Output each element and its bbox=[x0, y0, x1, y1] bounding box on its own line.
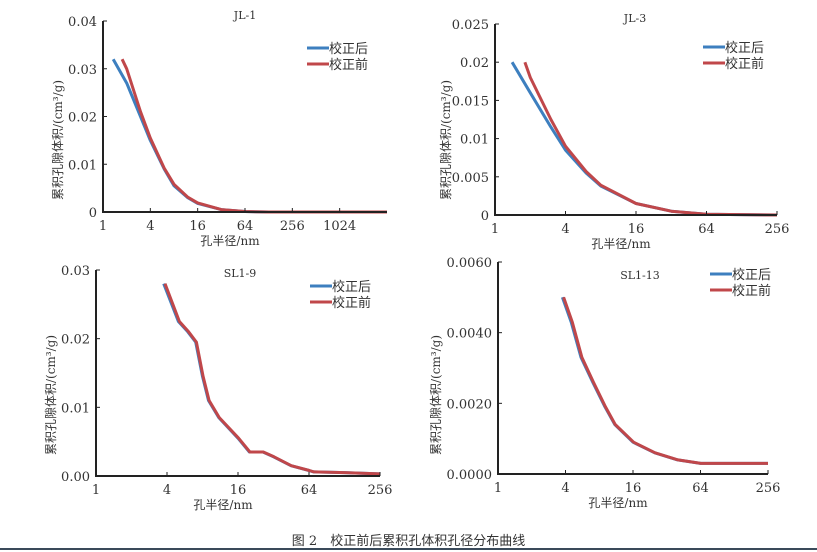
x-tick-label: 256 bbox=[280, 219, 305, 234]
x-tick-label: 16 bbox=[189, 219, 206, 234]
y-tick-label: 0.03 bbox=[68, 63, 97, 78]
y-tick-label: 0.0000 bbox=[447, 468, 493, 483]
chart-title: SL1-9 bbox=[224, 267, 257, 280]
y-tick-label: 0.0020 bbox=[447, 397, 493, 412]
y-tick-label: 0.04 bbox=[68, 15, 97, 30]
legend-label: 校正前 bbox=[725, 56, 764, 72]
x-axis-label: 孔半径/nm bbox=[588, 496, 648, 510]
y-axis-label: 累积孔隙体积/(cm³/g) bbox=[51, 80, 65, 200]
x-tick-label: 16 bbox=[628, 222, 645, 237]
y-tick-label: 0.015 bbox=[452, 94, 489, 109]
x-tick-label: 256 bbox=[765, 222, 790, 237]
y-axis-label: 累积孔隙体积/(cm³/g) bbox=[429, 335, 443, 455]
series-line-before bbox=[523, 61, 778, 217]
series-line-before bbox=[163, 283, 381, 476]
x-tick-label: 256 bbox=[368, 483, 393, 498]
legend-label: 校正前 bbox=[732, 283, 771, 299]
x-tick-label: 4 bbox=[146, 219, 154, 234]
y-tick-label: 0.00 bbox=[61, 470, 90, 485]
series-line-after bbox=[510, 61, 778, 217]
x-tick-label: 1 bbox=[491, 222, 499, 237]
x-tick-label: 64 bbox=[301, 483, 318, 498]
x-tick-label: 16 bbox=[230, 483, 247, 498]
series-line-after bbox=[111, 58, 387, 214]
x-tick-label: 1 bbox=[99, 219, 107, 234]
legend-label: 校正后 bbox=[329, 41, 368, 57]
x-tick-label: 1 bbox=[494, 481, 502, 496]
x-tick-label: 1 bbox=[92, 483, 100, 498]
chart-title: JL-1 bbox=[233, 9, 256, 22]
y-axis-label: 累积孔隙体积/(cm³/g) bbox=[44, 335, 58, 455]
y-tick-label: 0.01 bbox=[460, 133, 489, 148]
chart-panel-2: 1 4 16 64 256 0 0.005 0.01 0.015 0.02 0.025 JL-3 孔半径… bbox=[439, 12, 789, 251]
bottom-rule bbox=[0, 548, 817, 550]
y-axis-label: 累积孔隙体积/(cm³/g) bbox=[439, 80, 453, 200]
chart-panel-4: 1 4 16 64 256 0.0000 0.0020 0.0040 0.0060 SL1-13 孔… bbox=[429, 256, 780, 510]
chart-title: SL1-13 bbox=[620, 269, 660, 282]
y-tick-label: 0.01 bbox=[61, 401, 90, 416]
y-tick-label: 0 bbox=[481, 209, 489, 224]
legend-label: 校正后 bbox=[725, 40, 764, 56]
x-tick-label: 1024 bbox=[323, 219, 356, 234]
y-tick-label: 0.01 bbox=[68, 158, 97, 173]
y-tick-label: 0.0060 bbox=[447, 256, 493, 271]
x-axis-label: 孔半径/nm bbox=[200, 234, 260, 248]
series-line-before bbox=[120, 58, 387, 214]
x-tick-label: 4 bbox=[163, 483, 171, 498]
x-tick-label: 4 bbox=[561, 222, 569, 237]
chart-panel-3: 1 4 16 64 256 0.00 0.01 0.02 0.03 SL1-9 孔半径/nm 累积孔隙… bbox=[44, 264, 392, 512]
y-tick-label: 0.005 bbox=[452, 171, 489, 186]
chart-title: JL-3 bbox=[623, 12, 646, 25]
y-tick-label: 0.0040 bbox=[447, 327, 493, 342]
x-axis-label: 孔半径/nm bbox=[591, 237, 651, 251]
y-tick-label: 0.02 bbox=[61, 333, 90, 348]
legend-label: 校正后 bbox=[732, 267, 771, 283]
x-tick-label: 64 bbox=[237, 219, 254, 234]
x-tick-label: 64 bbox=[692, 481, 709, 496]
y-tick-label: 0 bbox=[89, 206, 97, 221]
x-tick-label: 64 bbox=[698, 222, 715, 237]
chart-panel-1: 1 4 16 64 256 1024 0 0.01 0.02 0.03 0.04 JL-1 孔半径/nm… bbox=[51, 9, 387, 248]
x-tick-label: 16 bbox=[625, 481, 642, 496]
y-tick-label: 0.02 bbox=[460, 56, 489, 71]
x-axis-label: 孔半径/nm bbox=[193, 498, 253, 512]
legend-label: 校正前 bbox=[332, 295, 371, 311]
y-tick-label: 0.02 bbox=[68, 111, 97, 126]
x-tick-label: 4 bbox=[561, 481, 569, 496]
series-line-before bbox=[562, 296, 768, 465]
x-tick-label: 256 bbox=[756, 481, 781, 496]
y-tick-label: 0.025 bbox=[452, 18, 489, 33]
series-line-after bbox=[162, 283, 381, 476]
figure-caption: 图 2 校正前后累积孔体积孔径分布曲线 bbox=[291, 534, 526, 549]
legend-label: 校正前 bbox=[329, 57, 368, 73]
legend-label: 校正后 bbox=[332, 279, 371, 295]
y-tick-label: 0.03 bbox=[61, 264, 90, 279]
